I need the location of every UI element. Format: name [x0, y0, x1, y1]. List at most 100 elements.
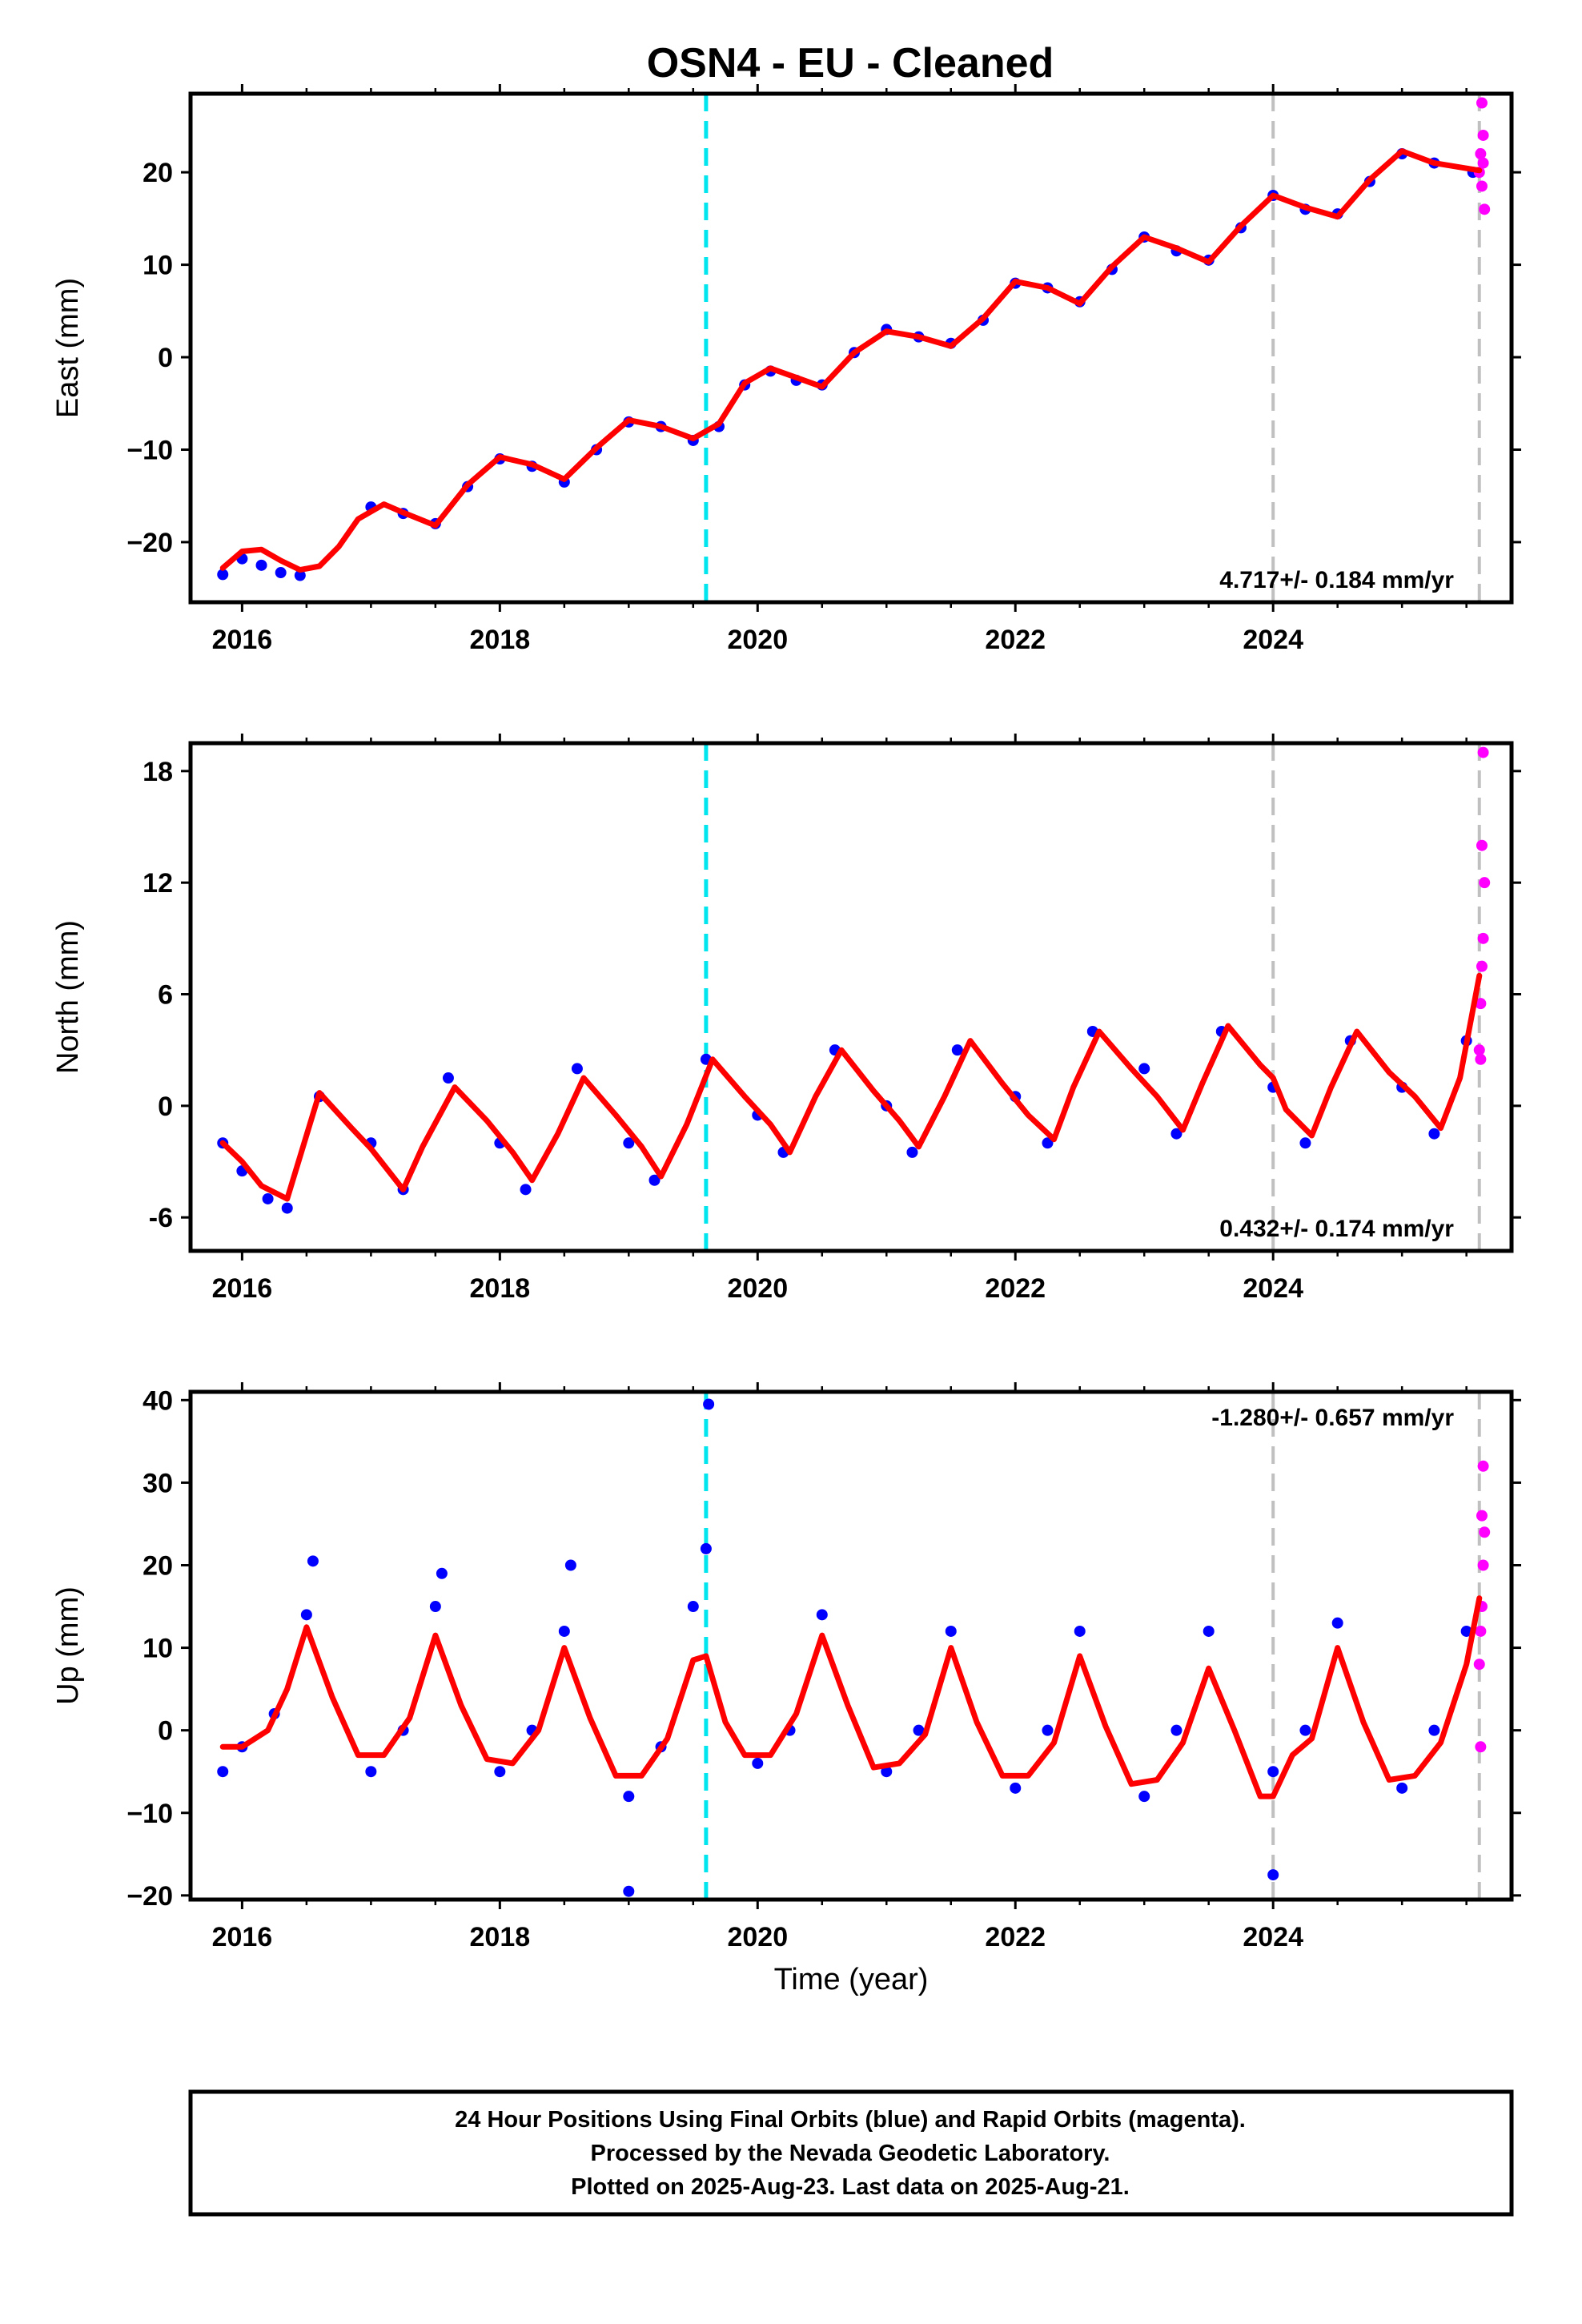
final-orbits-point — [494, 1766, 506, 1778]
plot-area-east — [217, 94, 1491, 602]
y-tick-label: 0 — [158, 1716, 173, 1747]
rapid-orbits-point — [1476, 97, 1488, 109]
rapid-orbits-point — [1473, 1044, 1485, 1056]
panel-frame-up — [188, 1389, 1514, 1902]
panel-east: 2016 2018 2020 2022 2024 −20 −10 0 10 20 East (mm)… — [51, 84, 1521, 655]
y-axis-label: North (mm) — [51, 920, 85, 1074]
x-tick-label: 2020 — [727, 625, 788, 655]
rapid-orbits-point — [1477, 1559, 1489, 1571]
final-orbits-point — [1299, 1724, 1311, 1736]
final-orbits-point — [307, 1555, 319, 1567]
rapid-orbits-point — [1477, 129, 1489, 141]
rapid-orbits-point — [1475, 1741, 1487, 1753]
rapid-orbits-point — [1473, 1659, 1485, 1671]
rapid-orbits-point — [1477, 746, 1489, 758]
final-orbits-point — [429, 1601, 441, 1613]
velocity-annotation: -1.280+/- 0.657 mm/yr — [1211, 1405, 1454, 1431]
rapid-orbits-point — [1479, 877, 1491, 889]
x-axis-label: Time (year) — [774, 1963, 929, 1996]
final-orbits-point — [442, 1072, 454, 1084]
y-tick-label: 12 — [143, 868, 173, 899]
final-orbits-point — [1138, 1791, 1150, 1803]
rapid-orbits-point — [1476, 180, 1488, 192]
x-tick-label: 2020 — [727, 1922, 788, 1952]
y-tick-label: 40 — [143, 1385, 173, 1416]
final-orbits-point — [262, 1192, 274, 1204]
velocity-annotation: 4.717+/- 0.184 mm/yr — [1219, 567, 1454, 593]
final-orbits-point — [913, 1724, 925, 1736]
final-orbits-point — [1042, 1137, 1054, 1149]
plot-area-north — [217, 743, 1491, 1251]
final-orbits-point — [752, 1757, 764, 1769]
final-orbits-point — [520, 1184, 532, 1196]
final-orbits-point — [1203, 1625, 1215, 1637]
panel-up: 2016 2018 2020 2022 2024 −20 −10 0 10 20 30 40 Up (m… — [51, 1382, 1521, 1996]
final-orbits-point — [217, 569, 229, 581]
footer-frame — [188, 2089, 1514, 2217]
final-orbits-point — [1331, 1617, 1343, 1629]
y-axis-label: East (mm) — [51, 278, 85, 418]
final-orbits-point — [1396, 1782, 1408, 1794]
y-tick-label: 30 — [143, 1468, 173, 1498]
x-tick-label: 2018 — [470, 1922, 531, 1952]
x-tick-label: 2020 — [727, 1273, 788, 1304]
final-orbits-point — [623, 1137, 635, 1149]
final-orbits-point — [365, 1766, 377, 1778]
rapid-orbits-point — [1476, 839, 1488, 851]
x-tick-label: 2016 — [212, 1922, 273, 1952]
y-tick-label: 18 — [143, 757, 173, 787]
final-orbits-point — [945, 1625, 957, 1637]
y-tick-label: 6 — [158, 980, 173, 1011]
footer-line-2: Processed by the Nevada Geodetic Laborat… — [591, 2141, 1110, 2166]
final-orbits-point — [687, 1601, 699, 1613]
model-fit-line — [219, 148, 1483, 573]
final-orbits-point — [1170, 1724, 1182, 1736]
final-orbits-point — [623, 1885, 635, 1897]
footer-line-1: 24 Hour Positions Using Final Orbits (bl… — [455, 2107, 1246, 2133]
y-axis-label: Up (mm) — [51, 1586, 85, 1705]
final-orbits-point — [1299, 1137, 1311, 1149]
final-orbits-point — [1170, 1128, 1182, 1140]
y-tick-label: −10 — [126, 1799, 173, 1829]
final-orbits-point — [816, 1609, 828, 1621]
y-tick-label: 0 — [158, 1092, 173, 1122]
rapid-orbits-point — [1475, 998, 1487, 1010]
y-tick-label: 0 — [158, 343, 173, 373]
x-tick-label: 2022 — [985, 625, 1046, 655]
rapid-orbits-point — [1479, 203, 1491, 215]
model-fit-line — [219, 972, 1483, 1202]
x-tick-label: 2024 — [1243, 1922, 1303, 1952]
final-orbits-point — [1010, 1782, 1022, 1794]
x-tick-label: 2018 — [470, 625, 531, 655]
rapid-orbits-point — [1479, 1526, 1491, 1538]
y-tick-label: −20 — [126, 1881, 173, 1912]
x-tick-label: 2016 — [212, 1273, 273, 1304]
final-orbits-point — [906, 1146, 918, 1158]
rapid-orbits-point — [1476, 960, 1488, 972]
x-tick-label: 2024 — [1243, 1273, 1303, 1304]
final-orbits-point — [1267, 1869, 1279, 1881]
rapid-orbits-point — [1477, 932, 1489, 944]
final-orbits-point — [564, 1559, 576, 1571]
y-tick-label: -6 — [149, 1203, 173, 1233]
final-orbits-point — [217, 1766, 229, 1778]
final-orbits-point — [1428, 1724, 1440, 1736]
final-orbits-point — [623, 1791, 635, 1803]
panel-north: 2016 2018 2020 2022 2024 -6 0 6 12 18 North (mm) 0.… — [51, 734, 1521, 1304]
final-orbits-point — [294, 569, 306, 581]
y-tick-label: −10 — [126, 436, 173, 466]
rapid-orbits-point — [1477, 1460, 1489, 1472]
final-orbits-point — [571, 1063, 583, 1075]
velocity-annotation: 0.432+/- 0.174 mm/yr — [1219, 1216, 1454, 1242]
final-orbits-point — [558, 1625, 570, 1637]
rapid-orbits-point — [1476, 1510, 1488, 1522]
final-orbits-point — [1074, 1625, 1086, 1637]
final-orbits-point — [1460, 1625, 1472, 1637]
final-orbits-point — [281, 1202, 293, 1214]
y-tick-label: 10 — [143, 1634, 173, 1664]
x-tick-label: 2022 — [985, 1273, 1046, 1304]
rapid-orbits-point — [1475, 1625, 1487, 1637]
final-orbits-point — [255, 559, 267, 571]
rapid-orbits-point — [1475, 148, 1487, 160]
